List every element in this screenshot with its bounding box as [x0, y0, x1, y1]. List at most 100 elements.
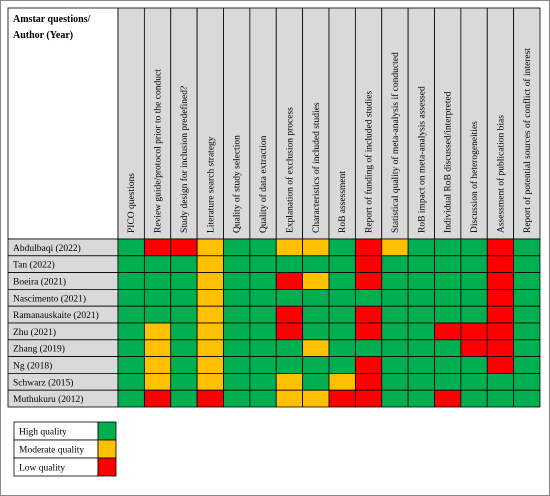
rating-cell: [223, 305, 251, 324]
rating-cell: [328, 356, 356, 374]
author-label: Zhu (2021): [13, 327, 56, 338]
rating-cell: [407, 356, 435, 374]
rating-cell: [143, 288, 172, 307]
rating-cell: [196, 356, 224, 374]
rating-cell: [302, 356, 330, 374]
rating-cell: [196, 272, 224, 290]
rating-cell: [354, 238, 383, 257]
column-header: Literature search strategy: [206, 136, 216, 233]
author-label: Abdulbaqi (2022): [13, 243, 81, 254]
rating-cell: [223, 356, 251, 374]
rating-cell: [513, 356, 541, 374]
rating-cell: [513, 389, 541, 408]
rating-cell: [434, 389, 462, 408]
rating-cell: [381, 356, 409, 374]
rating-cell: [170, 288, 198, 307]
rating-cell: [407, 238, 435, 257]
column-header: Individual RoB discussed/interpreted: [444, 91, 454, 233]
rating-cell: [354, 356, 383, 374]
rating-cell: [302, 305, 330, 324]
rating-cell: [381, 238, 409, 257]
column-header: Study design for inclusion predefined?: [179, 86, 190, 233]
rating-cell: [354, 288, 383, 307]
rating-cell: [434, 288, 462, 307]
rating-cell: [223, 238, 251, 257]
author-label: Ng (2018): [13, 361, 52, 372]
author-label: Schwarz (2015): [13, 377, 73, 388]
rating-cell: [117, 322, 145, 341]
rating-cell: [223, 372, 251, 391]
legend-swatch: [97, 439, 117, 459]
rating-cell: [407, 255, 435, 274]
rating-cell: [275, 255, 304, 274]
rating-cell: [434, 356, 462, 374]
author-label: Ramanauskaite (2021): [13, 310, 99, 321]
rating-cell: [486, 305, 515, 324]
rating-cell: [302, 389, 330, 408]
legend-label: Low quality: [19, 464, 65, 474]
rating-cell: [196, 322, 224, 341]
author-label: Boeira (2021): [13, 277, 66, 288]
rating-cell: [407, 272, 435, 290]
rating-cell: [223, 339, 251, 357]
legend-label: High quality: [19, 428, 67, 438]
rating-cell: [381, 339, 409, 357]
rating-cell: [354, 372, 383, 391]
rating-cell: [381, 288, 409, 307]
rating-cell: [170, 372, 198, 391]
rating-cell: [223, 389, 251, 408]
rating-cell: [249, 288, 277, 307]
rating-cell: [354, 322, 383, 341]
rating-cell: [354, 389, 383, 408]
rating-cell: [117, 305, 145, 324]
header-cell: [7, 7, 119, 240]
column-header: RoB assessment: [338, 171, 348, 233]
column-header: Characteristics of included studies: [311, 102, 322, 233]
rating-cell: [196, 389, 224, 408]
rating-cell: [381, 372, 409, 391]
rating-cell: [486, 372, 515, 391]
rating-cell: [328, 288, 356, 307]
rating-cell: [302, 322, 330, 341]
rating-cell: [275, 305, 304, 324]
rating-cell: [513, 339, 541, 357]
rating-cell: [170, 339, 198, 357]
rating-cell: [170, 272, 198, 290]
rating-cell: [381, 305, 409, 324]
rating-cell: [275, 288, 304, 307]
rating-cell: [434, 372, 462, 391]
rating-cell: [407, 322, 435, 341]
rating-cell: [328, 272, 356, 290]
legend-swatch: [97, 421, 117, 441]
rating-cell: [486, 255, 515, 274]
rating-cell: [275, 322, 304, 341]
rating-cell: [249, 255, 277, 274]
rating-cell: [434, 255, 462, 274]
header-cell: [381, 7, 409, 240]
rating-cell: [381, 272, 409, 290]
rating-cell: [486, 272, 515, 290]
rating-cell: [460, 389, 488, 408]
column-header: Explanation of exclusion process: [284, 107, 295, 233]
rating-cell: [275, 339, 304, 357]
rating-cell: [354, 255, 383, 274]
rating-cell: [434, 322, 462, 341]
column-header: PICO questions: [127, 173, 137, 233]
rating-cell: [328, 372, 356, 391]
rating-cell: [143, 322, 172, 341]
header-cell: [513, 7, 541, 240]
rating-cell: [196, 288, 224, 307]
rating-cell: [117, 356, 145, 374]
rating-cell: [302, 238, 330, 257]
rating-cell: [143, 356, 172, 374]
rating-cell: [460, 356, 488, 374]
rating-cell: [302, 255, 330, 274]
rating-cell: [460, 372, 488, 391]
rating-cell: [407, 305, 435, 324]
rating-cell: [196, 238, 224, 257]
rating-cell: [143, 339, 172, 357]
rating-cell: [117, 372, 145, 391]
rating-cell: [328, 305, 356, 324]
rating-cell: [486, 356, 515, 374]
header-cell: [275, 7, 304, 240]
